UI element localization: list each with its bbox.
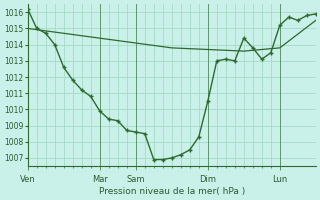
X-axis label: Pression niveau de la mer( hPa ): Pression niveau de la mer( hPa ) <box>99 187 245 196</box>
